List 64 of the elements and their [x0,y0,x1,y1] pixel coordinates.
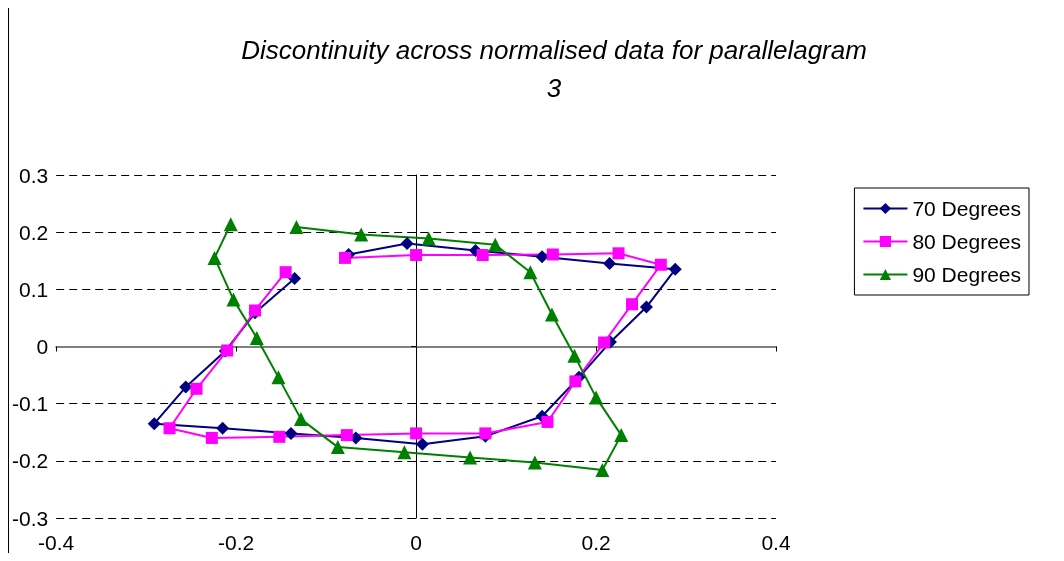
point [668,262,682,276]
y-tick-label: -0.1 [12,392,49,416]
x-tick-label: 0.4 [761,531,791,554]
point [421,231,436,246]
point [541,415,554,428]
point [226,292,241,307]
point [147,417,161,431]
point [354,227,369,242]
x-tick-label: 0.2 [581,531,611,554]
x-tick-label: 0 [410,531,422,554]
point [654,258,667,271]
point [288,271,302,285]
point [567,348,582,363]
y-tick-label: 0 [36,335,49,358]
point [179,380,193,394]
point [626,298,639,311]
legend-label: 90 Degrees [912,263,1022,286]
point [476,249,489,262]
legend-label: 80 Degrees [912,230,1022,253]
point [271,370,286,385]
point [279,266,292,279]
point [523,265,538,280]
y-tick-label: -0.2 [12,449,49,473]
point [216,421,230,435]
point [598,336,611,349]
point [400,237,414,251]
x-tick-label: -0.4 [38,531,75,554]
x-tick-label: -0.2 [218,531,255,554]
chart-title: Discontinuity across normalised data for parallelagram 3 [241,35,867,103]
point [340,429,353,442]
point [639,300,653,314]
point [223,217,238,232]
point [330,440,345,455]
legend-label: 70 Degrees [912,197,1022,220]
point [207,250,222,265]
point [249,330,264,345]
point [603,257,617,271]
point [546,248,559,261]
point [488,237,503,252]
point [527,455,542,470]
point [273,430,286,443]
y-tick-label: 0.3 [18,163,49,187]
point [535,250,549,264]
point [410,427,423,440]
y-tick-label: 0.1 [18,277,49,301]
point [410,249,423,262]
point [293,412,308,427]
y-tick-label: 0.2 [18,220,49,244]
point [284,426,298,440]
point [589,390,604,405]
point [544,307,559,322]
y-tick-label: -0.3 [12,506,49,530]
point [190,382,203,395]
point [463,450,478,465]
point [415,437,429,451]
point [397,445,412,460]
point [595,462,610,477]
point [614,428,629,443]
point [289,220,304,235]
point [205,431,218,444]
point [163,422,176,435]
point [612,247,625,260]
point [339,251,352,264]
point [569,375,582,388]
